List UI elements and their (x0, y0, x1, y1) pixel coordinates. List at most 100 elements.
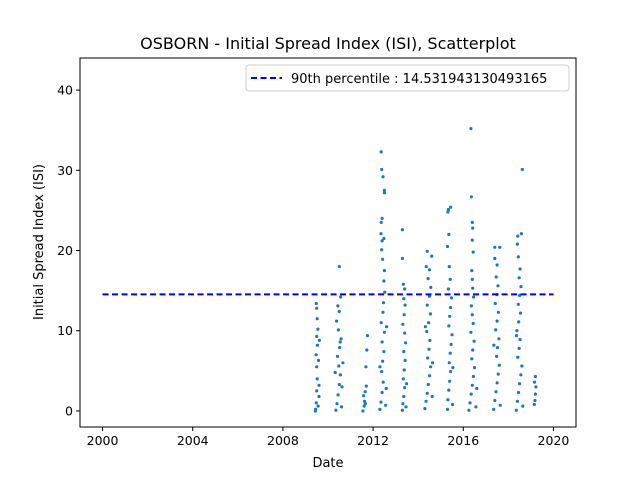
data-point (426, 356, 430, 360)
data-point (475, 386, 479, 391)
data-point (314, 301, 318, 306)
data-point (429, 365, 433, 369)
data-point (493, 256, 497, 261)
y-tick-label: 0 (65, 403, 73, 418)
data-point (450, 333, 454, 337)
data-point (469, 392, 473, 396)
data-point (317, 383, 321, 387)
data-point (384, 403, 388, 407)
data-point (449, 296, 454, 300)
data-point (516, 255, 520, 259)
data-point (425, 303, 429, 307)
data-point (520, 364, 524, 368)
data-point (447, 324, 451, 328)
data-point (448, 379, 452, 383)
data-point (378, 407, 382, 411)
data-point (403, 287, 407, 291)
data-point (515, 399, 520, 403)
legend-label: 90th percentile : 14.531943130493165 (291, 72, 547, 87)
data-point (382, 330, 386, 334)
data-point (447, 388, 451, 392)
data-point (471, 250, 475, 254)
data-point (316, 404, 320, 408)
data-point (315, 317, 319, 321)
data-point (471, 226, 475, 230)
data-point (474, 405, 478, 409)
data-point (382, 269, 386, 273)
y-tick-label: 20 (57, 243, 73, 258)
data-point (471, 321, 475, 326)
data-point (315, 306, 319, 310)
data-point (317, 394, 321, 399)
data-point (517, 320, 521, 324)
data-point (449, 305, 453, 310)
data-point (451, 366, 455, 370)
data-point (382, 188, 386, 192)
data-point (315, 377, 319, 381)
data-point (516, 390, 521, 395)
data-point (379, 232, 383, 236)
data-point (517, 276, 521, 280)
data-point (472, 366, 477, 370)
data-point (533, 392, 538, 396)
data-point (381, 310, 385, 314)
y-tick-label: 30 (57, 163, 73, 178)
x-tick-label: 2000 (87, 433, 119, 448)
data-point (403, 358, 407, 362)
data-point (468, 401, 472, 405)
data-point (425, 329, 429, 334)
x-tick-label: 2016 (447, 433, 479, 448)
data-point (382, 350, 386, 354)
data-point (382, 191, 386, 195)
data-point (402, 394, 406, 399)
y-tick-label: 10 (57, 323, 73, 338)
x-axis-label: Date (312, 456, 343, 471)
data-point (446, 210, 450, 214)
data-point (427, 294, 432, 298)
data-point (470, 357, 474, 361)
data-point (430, 254, 434, 258)
data-point (494, 275, 498, 279)
data-point (339, 405, 344, 409)
data-point (381, 380, 385, 384)
data-point (533, 374, 538, 379)
data-point (378, 365, 382, 369)
data-point (336, 304, 340, 308)
data-point (471, 374, 475, 379)
data-point (363, 390, 367, 394)
x-tick-label: 2008 (267, 433, 299, 448)
data-point (315, 365, 319, 369)
data-point (448, 351, 452, 355)
data-point (516, 302, 520, 306)
data-point (467, 408, 471, 412)
data-point (404, 405, 408, 409)
data-point (404, 341, 408, 345)
data-point (315, 343, 319, 347)
data-point (404, 382, 409, 386)
data-point (445, 244, 450, 249)
x-tick-label: 2004 (177, 433, 209, 448)
y-axis-ticks: 0 10 20 30 40 (57, 83, 80, 418)
data-point (495, 381, 499, 385)
data-point (401, 377, 405, 381)
data-point (427, 268, 432, 272)
data-point (448, 277, 452, 281)
data-point (314, 401, 318, 405)
data-point (534, 385, 538, 389)
data-point (493, 301, 497, 306)
data-point (497, 337, 501, 341)
data-point (520, 167, 524, 172)
data-point (402, 368, 406, 372)
data-point (447, 361, 451, 365)
data-point (429, 285, 433, 289)
data-point (337, 364, 341, 368)
data-point (496, 310, 500, 314)
y-tick-label: 40 (57, 83, 73, 98)
data-point (365, 348, 369, 352)
data-point (469, 304, 473, 308)
data-point (403, 386, 407, 390)
scatter-points (313, 127, 538, 413)
data-point (492, 407, 496, 411)
data-point (424, 399, 428, 403)
data-point (385, 325, 389, 329)
